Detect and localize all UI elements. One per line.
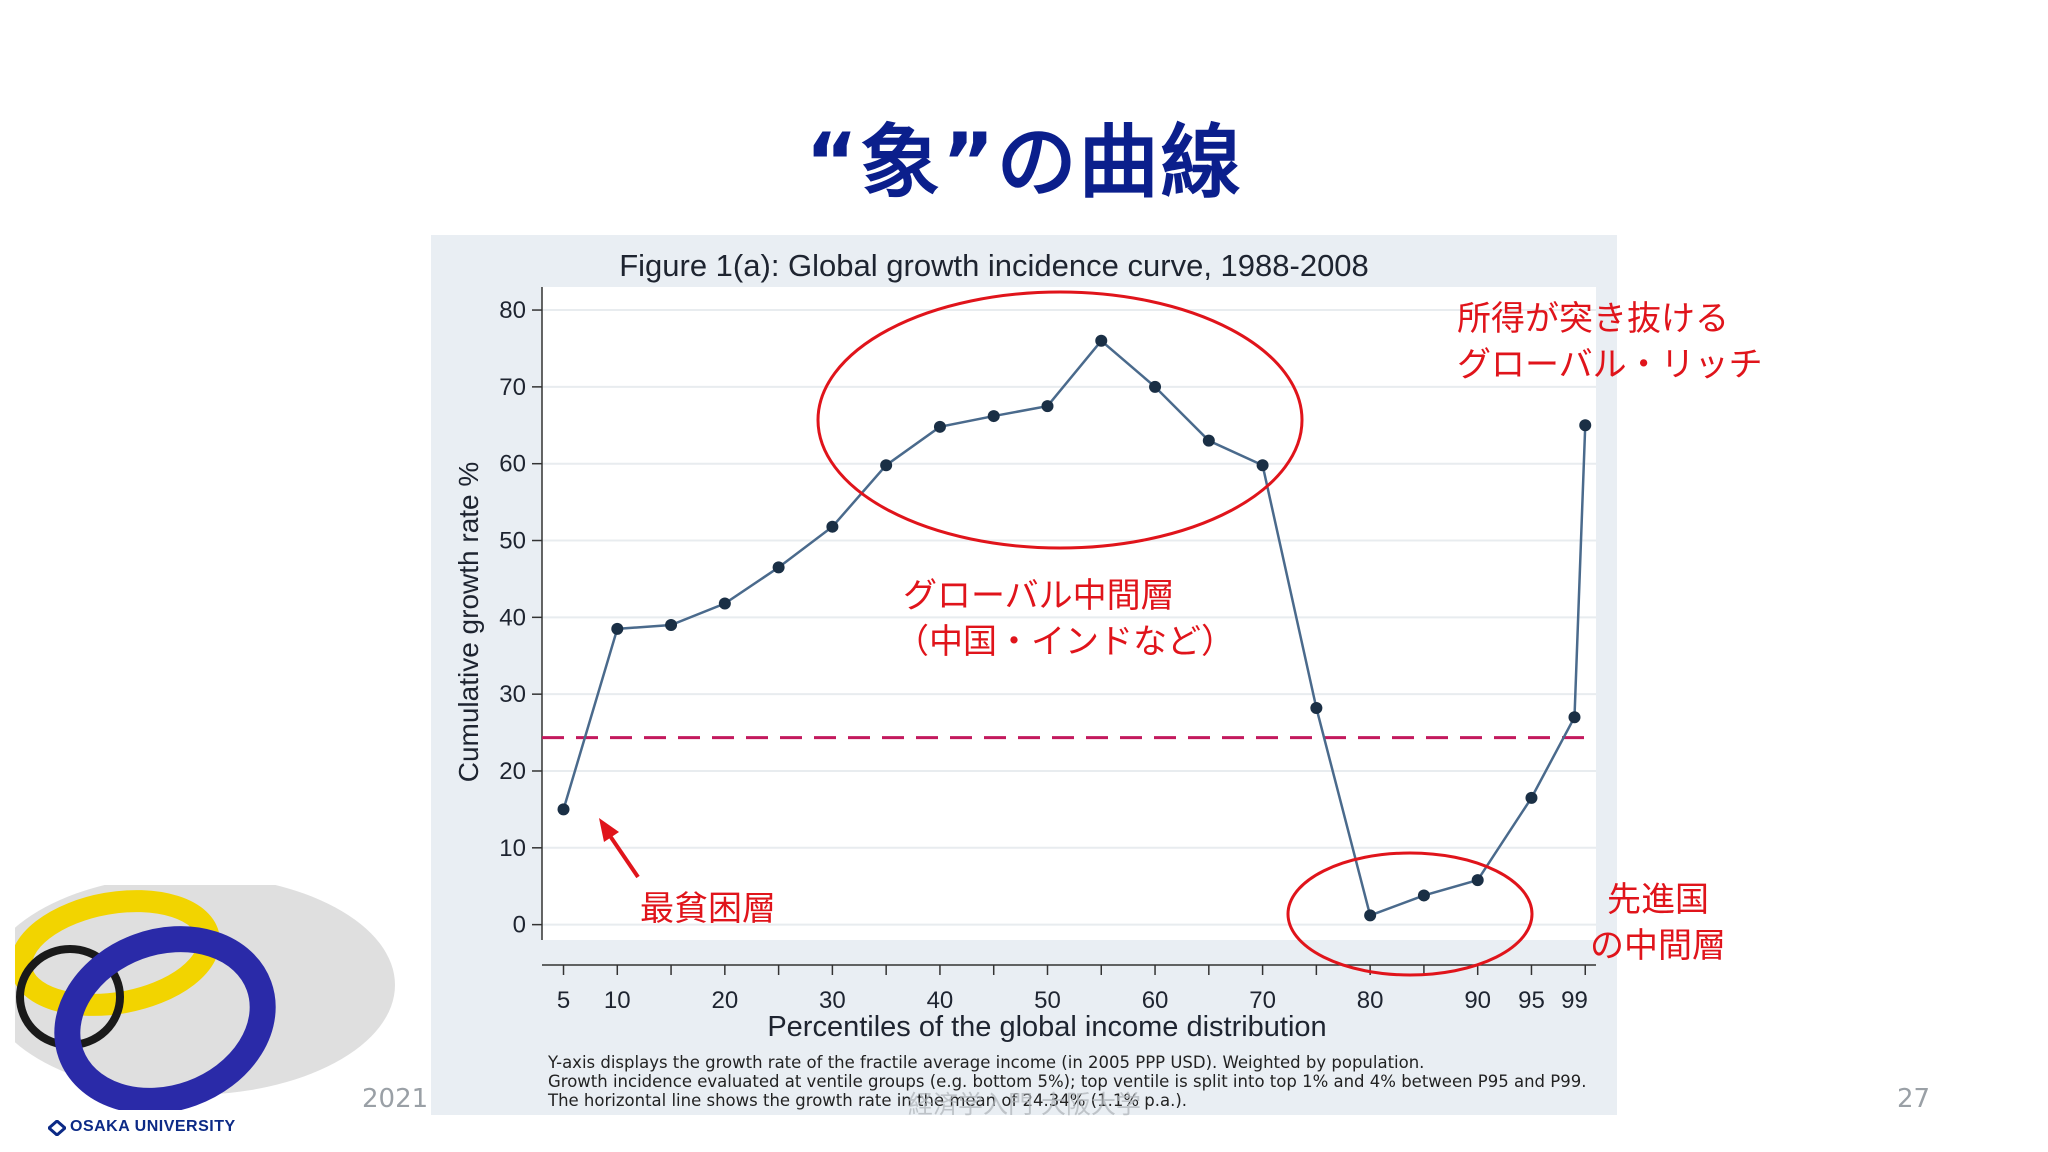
data-point [557, 803, 570, 816]
x-tick-label: 99 [1561, 987, 1588, 1014]
y-axis-label: Cumulative growth rate % [453, 462, 484, 783]
y-tick-label: 30 [499, 681, 526, 708]
data-point [772, 561, 785, 574]
annotation-poorest: 最貧困層 [640, 889, 776, 929]
data-point [1525, 791, 1538, 804]
footer-year: 2021 [362, 1084, 429, 1114]
x-tick-label: 30 [819, 987, 846, 1014]
annotation-global-rich: 所得が突き抜ける グローバル・リッチ [1457, 296, 1763, 388]
data-point [665, 619, 678, 632]
data-point [987, 410, 1000, 423]
data-point [933, 420, 946, 433]
osaka-university-logo-icon [15, 885, 395, 1110]
data-point [1095, 334, 1108, 347]
annotation-global-middle-line2: （中国・インドなど） [895, 622, 1235, 662]
y-tick-label: 20 [499, 758, 526, 785]
y-tick-label: 0 [513, 912, 526, 939]
annotation-global-middle: グローバル中間層 （中国・インドなど） [895, 573, 1235, 665]
y-tick-label: 70 [499, 374, 526, 401]
annotation-advanced-middle-line1: 先進国 [1607, 880, 1709, 920]
data-point [611, 622, 624, 635]
y-tick-label: 50 [499, 528, 526, 555]
data-point [826, 520, 839, 533]
osaka-mark-icon [48, 1120, 66, 1136]
footer-overlay-text: 経済学入門 大阪大学 [908, 1090, 1141, 1119]
data-point [1568, 711, 1581, 724]
annotation-advanced-middle: 先進国 の中間層 [1590, 877, 1726, 969]
x-tick-label: 95 [1518, 987, 1545, 1014]
y-tick-label: 80 [499, 297, 526, 324]
osaka-university-label: OSAKA UNIVERSITY [70, 1118, 236, 1135]
advanced-middle-ellipse [1286, 851, 1534, 977]
data-point [1202, 434, 1215, 447]
data-point [880, 459, 893, 472]
arrow-icon [599, 818, 640, 879]
data-point [1364, 909, 1377, 922]
page-number: 27 [1897, 1084, 1931, 1114]
data-point [718, 597, 731, 610]
x-tick-label: 90 [1464, 987, 1491, 1014]
x-tick-label: 80 [1357, 987, 1384, 1014]
chart-title: Figure 1(a): Global growth incidence cur… [619, 248, 1369, 283]
data-point [1417, 889, 1430, 902]
y-tick-label: 60 [499, 451, 526, 478]
data-point [1471, 874, 1484, 887]
y-tick-label: 10 [499, 835, 526, 862]
x-tick-label: 40 [927, 987, 954, 1014]
x-tick-label: 50 [1034, 987, 1061, 1014]
x-axis-label: Percentiles of the global income distrib… [767, 1011, 1326, 1043]
data-point [1310, 701, 1323, 714]
data-point [1256, 459, 1269, 472]
chart-note-line3: The horizontal line shows the growth rat… [548, 1091, 1188, 1110]
annotation-global-middle-line1: グローバル中間層 [903, 576, 1175, 616]
x-tick-label: 10 [604, 987, 631, 1014]
slide-title: “象”の曲線 [805, 116, 1243, 209]
data-point [1149, 380, 1162, 393]
chart-note-line1: Y-axis displays the growth rate of the f… [548, 1053, 1425, 1072]
annotation-global-rich-line1: 所得が突き抜ける [1457, 299, 1729, 339]
data-point [1041, 400, 1054, 413]
x-tick-label: 5 [557, 987, 570, 1014]
annotation-global-rich-line2: グローバル・リッチ [1457, 345, 1763, 385]
x-tick-label: 60 [1142, 987, 1169, 1014]
plot-area [542, 287, 1596, 940]
annotation-advanced-middle-line2: の中間層 [1590, 926, 1726, 966]
data-point [1579, 419, 1592, 432]
x-tick-label: 20 [711, 987, 738, 1014]
x-tick-label: 70 [1249, 987, 1276, 1014]
middle-class-ellipse [816, 290, 1304, 550]
y-tick-label: 40 [499, 604, 526, 631]
chart-note-line2: Growth incidence evaluated at ventile gr… [548, 1072, 1587, 1091]
